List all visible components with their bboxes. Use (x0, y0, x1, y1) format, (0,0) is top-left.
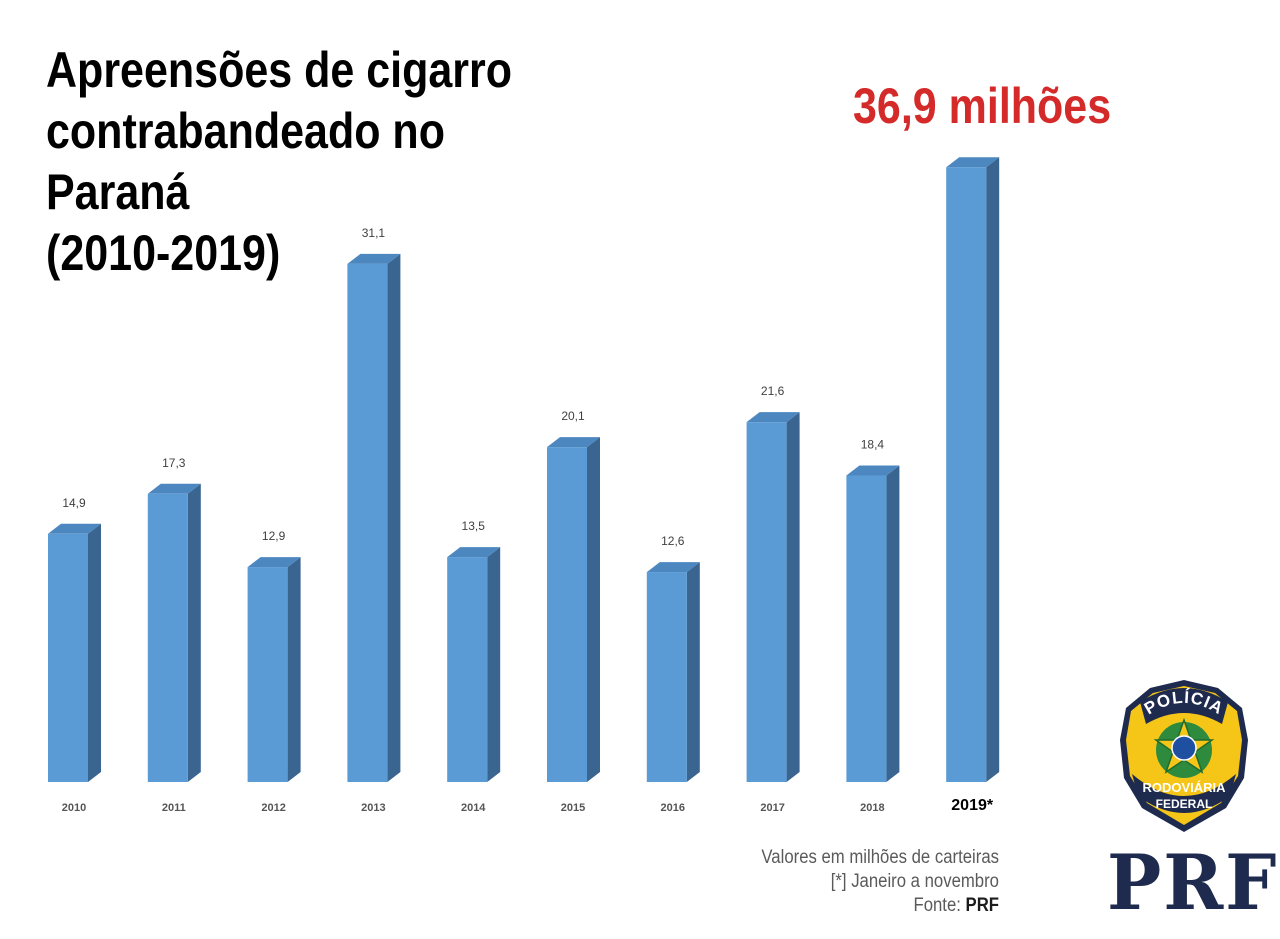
source-name: PRF (965, 895, 999, 916)
bar-top (946, 157, 1000, 168)
seal-globe-icon (1171, 735, 1197, 761)
bar (247, 567, 288, 782)
x-tick-label: 2012 (261, 802, 285, 814)
chart-notes: Valores em milhões de carteiras [*] Jane… (761, 846, 999, 918)
bar-side (88, 523, 101, 782)
bar-chart: 14,9 2010 17,3 2011 12,9 2012 31,1 2013 13,5 2014… (48, 157, 1000, 814)
x-tick-label: 2014 (461, 802, 486, 814)
highlight-total-2019: 36,9 milhões (853, 78, 1112, 134)
bar (347, 263, 388, 782)
bar (646, 572, 687, 782)
x-tick-label: 2010 (62, 802, 86, 814)
data-label: 31,1 (362, 226, 386, 240)
bar (846, 475, 887, 782)
bar-top (746, 412, 800, 423)
bar-top (347, 253, 401, 264)
data-label: 12,9 (262, 529, 286, 543)
x-tick-label: 2016 (661, 802, 685, 814)
bar (746, 422, 787, 782)
data-label: 13,5 (462, 519, 486, 533)
source-note: Fonte: PRF (761, 894, 999, 918)
data-label: 12,6 (661, 534, 685, 548)
bar-side (387, 253, 401, 782)
seal-top-banner (1140, 688, 1228, 724)
bar-top (48, 523, 101, 534)
chart-title: Apreensões de cigarro contrabandeado no … (46, 42, 513, 281)
source-prefix: Fonte: (913, 895, 966, 916)
bar-side (487, 547, 501, 782)
prf-seal-logo: POLÍCIA RODOVIÁRIA FEDERAL (1120, 680, 1248, 832)
bar-side (886, 465, 900, 782)
bar-side (986, 157, 1000, 783)
bar-side (187, 483, 201, 782)
data-label: 21,6 (761, 384, 785, 398)
prf-brand-logo: PRF (1107, 838, 1279, 927)
seal-bottom-banner (1132, 774, 1236, 813)
bar-side (587, 437, 600, 782)
bar-side (786, 412, 800, 782)
units-note: Valores em milhões de carteiras (761, 847, 999, 868)
x-tick-label: 2013 (361, 802, 385, 814)
bar-top (646, 562, 700, 573)
data-label: 17,3 (162, 456, 186, 470)
bar-top (447, 547, 501, 558)
bar-top (147, 483, 201, 494)
bar-top (846, 465, 900, 476)
bar (946, 167, 987, 783)
bar-side (686, 562, 700, 782)
bar (147, 493, 188, 782)
data-label: 20,1 (561, 409, 585, 423)
bar-top (547, 437, 600, 448)
footnote: [*] Janeiro a novembro (830, 871, 999, 892)
x-tick-label: 2011 (162, 802, 186, 814)
x-tick-label: 2015 (561, 802, 585, 814)
x-tick-label: 2019* (951, 797, 994, 814)
bar (48, 533, 88, 782)
data-label: 14,9 (62, 496, 86, 510)
bar-side (287, 557, 301, 782)
seal-bottom-text-2: FEDERAL (1156, 797, 1213, 811)
data-label: 18,4 (861, 437, 885, 451)
x-tick-label: 2017 (760, 802, 784, 814)
bar (547, 447, 587, 782)
bar (447, 557, 488, 782)
bar-top (247, 557, 301, 568)
x-tick-label: 2018 (860, 802, 884, 814)
seal-bottom-text-1: RODOVIÁRIA (1142, 780, 1226, 795)
